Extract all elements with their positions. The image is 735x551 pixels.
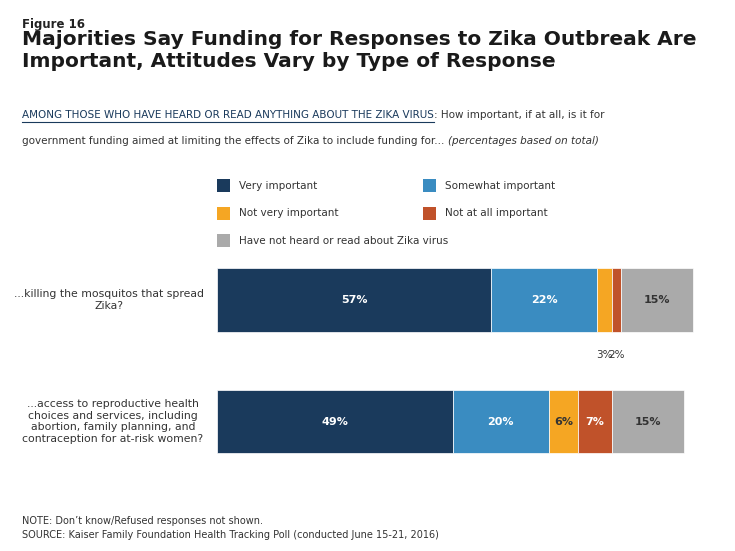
Bar bbox=[612, 390, 684, 453]
Bar bbox=[217, 234, 230, 247]
Bar bbox=[217, 390, 453, 453]
Bar bbox=[612, 268, 621, 332]
Text: ...access to reproductive health
choices and services, including
abortion, famil: ...access to reproductive health choices… bbox=[23, 399, 204, 444]
Bar bbox=[621, 268, 693, 332]
Text: SOURCE: Kaiser Family Foundation Health Tracking Poll (conducted June 15-21, 201: SOURCE: Kaiser Family Foundation Health … bbox=[22, 530, 439, 540]
Text: THE HENRY J.: THE HENRY J. bbox=[638, 494, 677, 499]
Text: 49%: 49% bbox=[321, 417, 348, 426]
Text: Somewhat important: Somewhat important bbox=[445, 181, 555, 191]
Text: 57%: 57% bbox=[341, 295, 368, 305]
Text: AMONG THOSE WHO HAVE HEARD OR READ ANYTHING ABOUT THE ZIKA VIRUS: AMONG THOSE WHO HAVE HEARD OR READ ANYTH… bbox=[22, 110, 434, 120]
Text: Majorities Say Funding for Responses to Zika Outbreak Are
Important, Attitudes V: Majorities Say Funding for Responses to … bbox=[22, 30, 697, 71]
Text: Very important: Very important bbox=[239, 181, 317, 191]
Text: 15%: 15% bbox=[644, 295, 670, 305]
Bar bbox=[217, 268, 491, 332]
Text: : How important, if at all, is it for: : How important, if at all, is it for bbox=[434, 110, 604, 120]
Bar bbox=[578, 390, 612, 453]
Bar bbox=[549, 390, 578, 453]
Text: ...killing the mosquitos that spread
Zika?: ...killing the mosquitos that spread Zik… bbox=[13, 289, 204, 311]
Text: government funding aimed at limiting the effects of Zika to include funding for.: government funding aimed at limiting the… bbox=[22, 136, 448, 146]
Bar bbox=[423, 179, 436, 192]
Bar bbox=[423, 207, 436, 220]
Text: 2%: 2% bbox=[608, 350, 625, 360]
Text: 20%: 20% bbox=[487, 417, 514, 426]
Text: FAMILY: FAMILY bbox=[631, 519, 684, 532]
Text: 22%: 22% bbox=[531, 295, 558, 305]
Text: Have not heard or read about Zika virus: Have not heard or read about Zika virus bbox=[239, 236, 448, 246]
Text: 7%: 7% bbox=[585, 417, 604, 426]
Bar bbox=[453, 390, 549, 453]
Bar bbox=[597, 268, 612, 332]
Text: (percentages based on total): (percentages based on total) bbox=[448, 136, 598, 146]
Text: FOUNDATION: FOUNDATION bbox=[638, 536, 677, 541]
Text: Not at all important: Not at all important bbox=[445, 208, 548, 218]
Text: 6%: 6% bbox=[554, 417, 573, 426]
Text: NOTE: Don’t know/Refused responses not shown.: NOTE: Don’t know/Refused responses not s… bbox=[22, 516, 263, 526]
Bar bbox=[217, 179, 230, 192]
Text: KAISER: KAISER bbox=[631, 505, 684, 518]
Bar bbox=[217, 207, 230, 220]
Bar bbox=[491, 268, 597, 332]
Text: Not very important: Not very important bbox=[239, 208, 338, 218]
Text: Figure 16: Figure 16 bbox=[22, 18, 85, 31]
Text: 15%: 15% bbox=[634, 417, 661, 426]
Text: 3%: 3% bbox=[596, 350, 612, 360]
